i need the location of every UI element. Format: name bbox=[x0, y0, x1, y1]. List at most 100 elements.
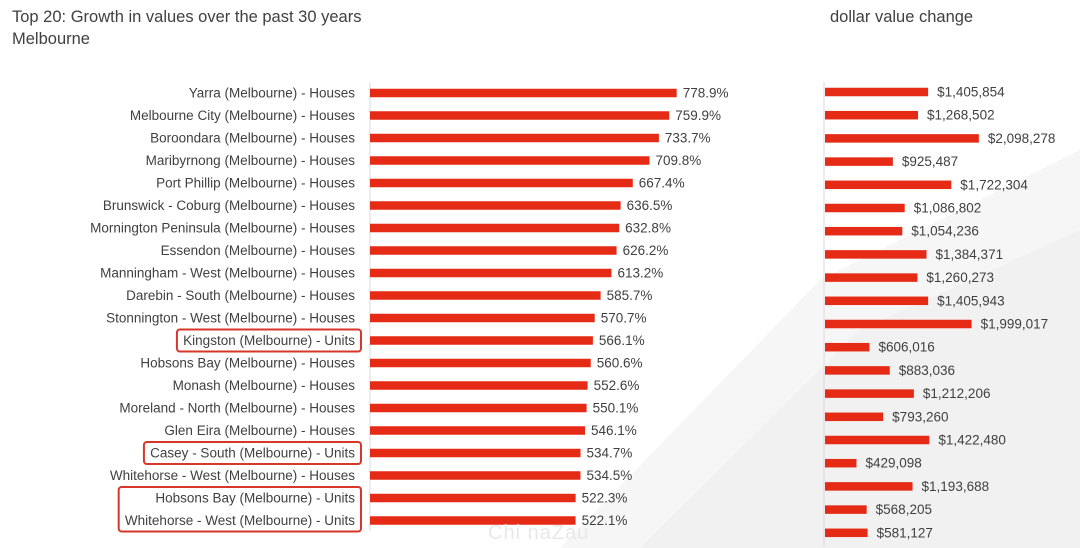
chart-title-line-1: Top 20: Growth in values over the past 3… bbox=[12, 8, 362, 26]
category-label: Brunswick - Coburg (Melbourne) - Houses bbox=[103, 198, 355, 213]
dollar-value-label: $581,127 bbox=[877, 525, 933, 540]
dollar-value-label: $1,722,304 bbox=[960, 177, 1028, 192]
dollar-bar bbox=[825, 528, 868, 538]
category-label: Monash (Melbourne) - Houses bbox=[173, 378, 356, 393]
growth-bar bbox=[370, 111, 670, 120]
growth-value-label: 667.4% bbox=[639, 176, 685, 191]
growth-value-label: 759.9% bbox=[675, 108, 721, 123]
dollar-bar bbox=[825, 110, 919, 120]
dollar-value-label: $1,422,480 bbox=[938, 433, 1006, 448]
dollar-value-label: $1,193,688 bbox=[922, 479, 990, 494]
category-label: Kingston (Melbourne) - Units bbox=[183, 333, 355, 348]
growth-bar bbox=[370, 358, 591, 368]
growth-bar bbox=[370, 268, 612, 278]
dollar-bar bbox=[825, 134, 979, 143]
category-label: Stonnington - West (Melbourne) - Houses bbox=[106, 311, 355, 326]
dollar-value-label: $1,268,502 bbox=[927, 108, 995, 123]
category-label: Boroondara (Melbourne) - Houses bbox=[150, 131, 355, 146]
dollar-bar bbox=[825, 157, 893, 166]
dollar-value-label: $1,054,236 bbox=[911, 224, 979, 239]
dollar-chart: $1,405,854$1,268,502$2,098,278$925,487$1… bbox=[825, 85, 1056, 540]
growth-value-label: 636.5% bbox=[627, 198, 673, 213]
category-label: Whitehorse - West (Melbourne) - Units bbox=[125, 513, 355, 528]
growth-value-label: 522.3% bbox=[582, 491, 628, 506]
dollar-value-label: $429,098 bbox=[865, 456, 921, 471]
dollar-bar bbox=[825, 505, 867, 514]
growth-bar bbox=[370, 516, 576, 525]
growth-bar bbox=[370, 471, 581, 480]
dollar-bar bbox=[825, 342, 870, 352]
dollar-chart-title: dollar value change bbox=[830, 8, 974, 26]
dollar-bar bbox=[825, 250, 927, 259]
chart-title: Top 20: Growth in values over the past 3… bbox=[12, 6, 361, 50]
category-label: Whitehorse - West (Melbourne) - Houses bbox=[110, 468, 355, 483]
dollar-bar bbox=[825, 180, 952, 190]
dollar-value-label: $606,016 bbox=[878, 340, 934, 355]
dollar-value-label: $925,487 bbox=[902, 154, 958, 169]
growth-bar bbox=[370, 201, 621, 210]
growth-value-label: 585.7% bbox=[607, 288, 653, 303]
growth-bar bbox=[370, 156, 650, 165]
dollar-bar bbox=[825, 389, 914, 398]
growth-value-label: 534.5% bbox=[586, 468, 632, 483]
growth-bar bbox=[370, 426, 586, 435]
category-label: Melbourne City (Melbourne) - Houses bbox=[130, 108, 355, 123]
category-label: Manningham - West (Melbourne) - Houses bbox=[100, 266, 355, 281]
highlight-box bbox=[117, 486, 362, 533]
growth-value-label: 546.1% bbox=[591, 423, 637, 438]
category-label: Port Phillip (Melbourne) - Houses bbox=[156, 176, 355, 191]
growth-bar bbox=[370, 403, 587, 413]
dollar-bar bbox=[825, 226, 903, 236]
growth-bar bbox=[370, 336, 593, 345]
growth-bar bbox=[370, 178, 633, 188]
dollar-value-label: $883,036 bbox=[899, 363, 955, 378]
category-label: Hobsons Bay (Melbourne) - Units bbox=[155, 491, 355, 506]
dollar-value-label: $793,260 bbox=[892, 409, 948, 424]
growth-chart: Yarra (Melbourne) - Houses 778.9% Melbourn… bbox=[90, 86, 729, 533]
category-label: Moreland - North (Melbourne) - Houses bbox=[119, 401, 355, 416]
dollar-value-label: $1,405,854 bbox=[937, 85, 1005, 100]
watermark: Chi naZau bbox=[488, 522, 590, 544]
dollar-bar bbox=[825, 366, 890, 375]
dollar-bar bbox=[825, 296, 929, 306]
growth-value-label: 552.6% bbox=[594, 378, 640, 393]
dollar-bar bbox=[825, 412, 884, 422]
dollar-bar bbox=[825, 319, 972, 329]
dollar-value-label: $1,999,017 bbox=[981, 317, 1049, 332]
dollar-value-label: $1,260,273 bbox=[926, 270, 994, 285]
dollar-bar bbox=[825, 87, 929, 97]
dollar-bar bbox=[825, 273, 918, 282]
growth-value-label: 560.6% bbox=[597, 356, 643, 371]
category-label: Glen Eira (Melbourne) - Houses bbox=[164, 423, 355, 438]
growth-bar bbox=[370, 313, 595, 323]
growth-bar bbox=[370, 246, 617, 255]
dollar-value-label: $2,098,278 bbox=[988, 131, 1056, 146]
growth-value-label: 570.7% bbox=[601, 311, 647, 326]
growth-bar bbox=[370, 223, 620, 233]
category-label: Maribyrnong (Melbourne) - Houses bbox=[146, 153, 356, 168]
dollar-value-label: $1,384,371 bbox=[936, 247, 1004, 262]
highlight-box bbox=[142, 441, 362, 465]
growth-bar bbox=[370, 381, 588, 390]
dollar-value-label: $1,405,943 bbox=[937, 293, 1005, 308]
growth-value-label: 709.8% bbox=[655, 153, 701, 168]
growth-value-label: 534.7% bbox=[587, 446, 633, 461]
growth-value-label: 522.1% bbox=[582, 513, 628, 528]
dollar-value-label: $1,086,802 bbox=[914, 201, 982, 216]
growth-value-label: 626.2% bbox=[623, 243, 669, 258]
growth-value-label: 733.7% bbox=[665, 131, 711, 146]
growth-bar bbox=[370, 493, 576, 503]
chart-subtitle: Melbourne bbox=[12, 30, 90, 48]
growth-value-label: 778.9% bbox=[683, 86, 729, 101]
category-label: Essendon (Melbourne) - Houses bbox=[161, 243, 356, 258]
growth-value-label: 550.1% bbox=[593, 401, 639, 416]
dollar-value-label: $568,205 bbox=[876, 502, 932, 517]
category-label: Mornington Peninsula (Melbourne) - House… bbox=[90, 221, 355, 236]
category-label: Hobsons Bay (Melbourne) - Houses bbox=[140, 356, 355, 371]
dollar-bar bbox=[825, 458, 857, 468]
growth-value-label: 613.2% bbox=[617, 266, 663, 281]
growth-value-label: 566.1% bbox=[599, 333, 645, 348]
growth-bar bbox=[370, 448, 581, 458]
category-label: Darebin - South (Melbourne) - Houses bbox=[126, 288, 355, 303]
